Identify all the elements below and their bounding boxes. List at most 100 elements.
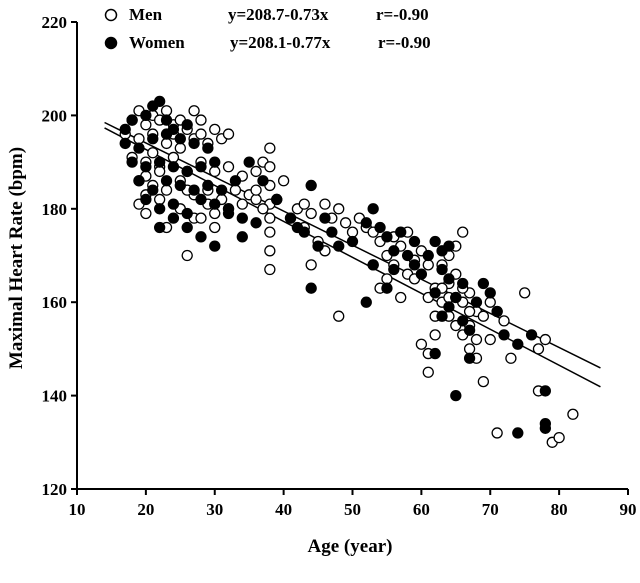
data-point-women — [147, 133, 159, 145]
data-point-men — [195, 212, 207, 224]
data-point-women — [319, 212, 331, 224]
data-point-men — [209, 207, 221, 220]
x-tick-label: 40 — [275, 500, 292, 519]
data-point-men — [153, 193, 166, 206]
data-point-women — [236, 212, 248, 224]
data-point-men — [264, 161, 276, 173]
data-point-women — [305, 179, 317, 192]
data-point-women — [484, 287, 496, 299]
data-point-women — [443, 273, 455, 285]
data-point-men — [470, 333, 483, 346]
data-point-men — [174, 142, 186, 154]
data-point-women — [236, 231, 248, 243]
data-point-men — [209, 165, 221, 178]
data-point-women — [381, 231, 393, 243]
data-point-women — [174, 133, 186, 145]
data-point-women — [174, 179, 186, 192]
data-point-men — [140, 207, 152, 220]
y-tick-label: 220 — [42, 13, 68, 32]
data-point-women — [374, 221, 386, 234]
x-tick-label: 30 — [206, 500, 223, 519]
x-tick-label: 50 — [344, 500, 361, 519]
x-tick-label: 10 — [69, 500, 86, 519]
x-tick-label: 60 — [413, 500, 430, 519]
data-point-men — [257, 203, 269, 215]
data-point-women — [257, 175, 269, 187]
legend-women-equation: y=208.1-0.77x — [230, 33, 331, 52]
data-point-women — [140, 109, 152, 122]
data-points — [119, 95, 579, 448]
data-point-women — [539, 385, 551, 397]
data-point-men — [277, 175, 290, 187]
data-point-men — [333, 203, 345, 215]
data-point-women — [181, 221, 193, 234]
data-point-men — [264, 142, 276, 154]
data-point-men — [188, 105, 200, 117]
legend-men-marker — [104, 8, 118, 22]
data-point-men — [381, 273, 393, 285]
data-point-men — [140, 119, 152, 131]
legend-men-equation: y=208.7-0.73x — [228, 5, 329, 24]
data-point-women — [291, 221, 304, 234]
data-point-men — [250, 165, 262, 178]
data-point-women — [202, 179, 214, 192]
data-point-women — [167, 198, 180, 210]
data-point-women — [147, 184, 159, 196]
y-tick-label: 160 — [42, 293, 68, 312]
data-point-women — [477, 277, 490, 290]
data-point-women — [160, 128, 173, 140]
data-point-women — [346, 235, 359, 248]
data-point-women — [215, 184, 228, 196]
data-point-women — [209, 198, 221, 210]
data-point-men — [160, 137, 173, 150]
data-point-men — [305, 259, 317, 271]
data-point-women — [222, 207, 235, 220]
data-point-men — [567, 408, 579, 420]
data-point-women — [443, 301, 455, 313]
data-point-men — [422, 366, 434, 378]
data-point-men — [209, 123, 221, 136]
data-point-men — [250, 193, 262, 206]
data-point-men — [484, 333, 496, 346]
data-point-women — [312, 240, 324, 252]
data-point-women — [422, 249, 434, 262]
data-point-women — [181, 165, 193, 178]
data-point-men — [264, 226, 276, 238]
data-point-women — [195, 161, 207, 173]
data-point-women — [181, 207, 193, 220]
data-point-women — [126, 156, 138, 168]
data-point-women — [512, 427, 524, 439]
legend: Men y=208.7-0.73x r=-0.90 Women y=208.1-… — [104, 5, 431, 52]
y-axis-ticks: 120 140 160 180 200 220 — [42, 13, 77, 499]
data-point-women — [243, 156, 255, 168]
data-point-women — [470, 296, 483, 308]
data-point-women — [140, 193, 152, 206]
data-point-women — [160, 175, 173, 187]
data-point-women — [429, 347, 441, 360]
data-point-women — [153, 203, 166, 215]
data-point-women — [408, 259, 421, 271]
data-point-women — [367, 259, 379, 271]
data-point-women — [498, 329, 510, 341]
data-point-women — [450, 389, 462, 402]
data-point-women — [160, 114, 173, 126]
data-point-women — [457, 315, 469, 327]
data-point-women — [284, 212, 297, 224]
data-point-men — [505, 352, 517, 364]
data-point-women — [443, 240, 455, 252]
data-point-women — [539, 422, 551, 434]
data-point-women — [188, 184, 200, 196]
data-point-men — [305, 207, 317, 220]
data-point-men — [209, 221, 221, 234]
data-point-men — [346, 226, 359, 238]
data-point-men — [429, 329, 441, 341]
data-point-men — [519, 287, 531, 299]
data-point-men — [463, 343, 476, 355]
data-point-men — [395, 291, 407, 304]
data-point-women — [195, 193, 207, 206]
data-point-men — [222, 128, 235, 140]
data-point-men — [264, 245, 276, 257]
x-tick-label: 20 — [137, 500, 154, 519]
data-point-men — [553, 431, 565, 444]
x-axis-title: Age (year) — [308, 536, 393, 557]
